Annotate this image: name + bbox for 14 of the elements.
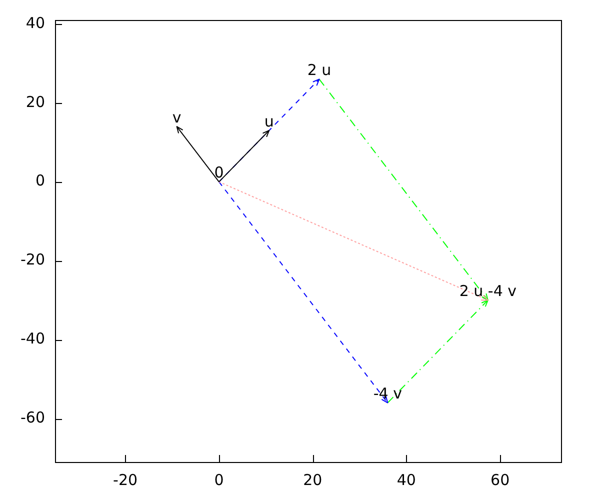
annotation: 2 u -4 v [459,282,517,300]
y-tick-label: 40 [26,14,45,32]
x-tick-label: -20 [113,470,138,489]
annotation: 2 u [307,61,332,80]
annotation: v [172,108,182,126]
y-tick-label: 0 [35,172,45,190]
y-tick-label: -40 [20,330,45,348]
x-tick-label: 40 [396,470,416,489]
y-tick-label: -20 [20,250,45,269]
y-tick-label: 20 [26,92,45,111]
y-tick-label: -60 [20,408,45,426]
x-tick-label: 20 [303,470,322,489]
x-tick-label: 60 [490,470,510,489]
x-tick-label: 0 [214,470,224,489]
